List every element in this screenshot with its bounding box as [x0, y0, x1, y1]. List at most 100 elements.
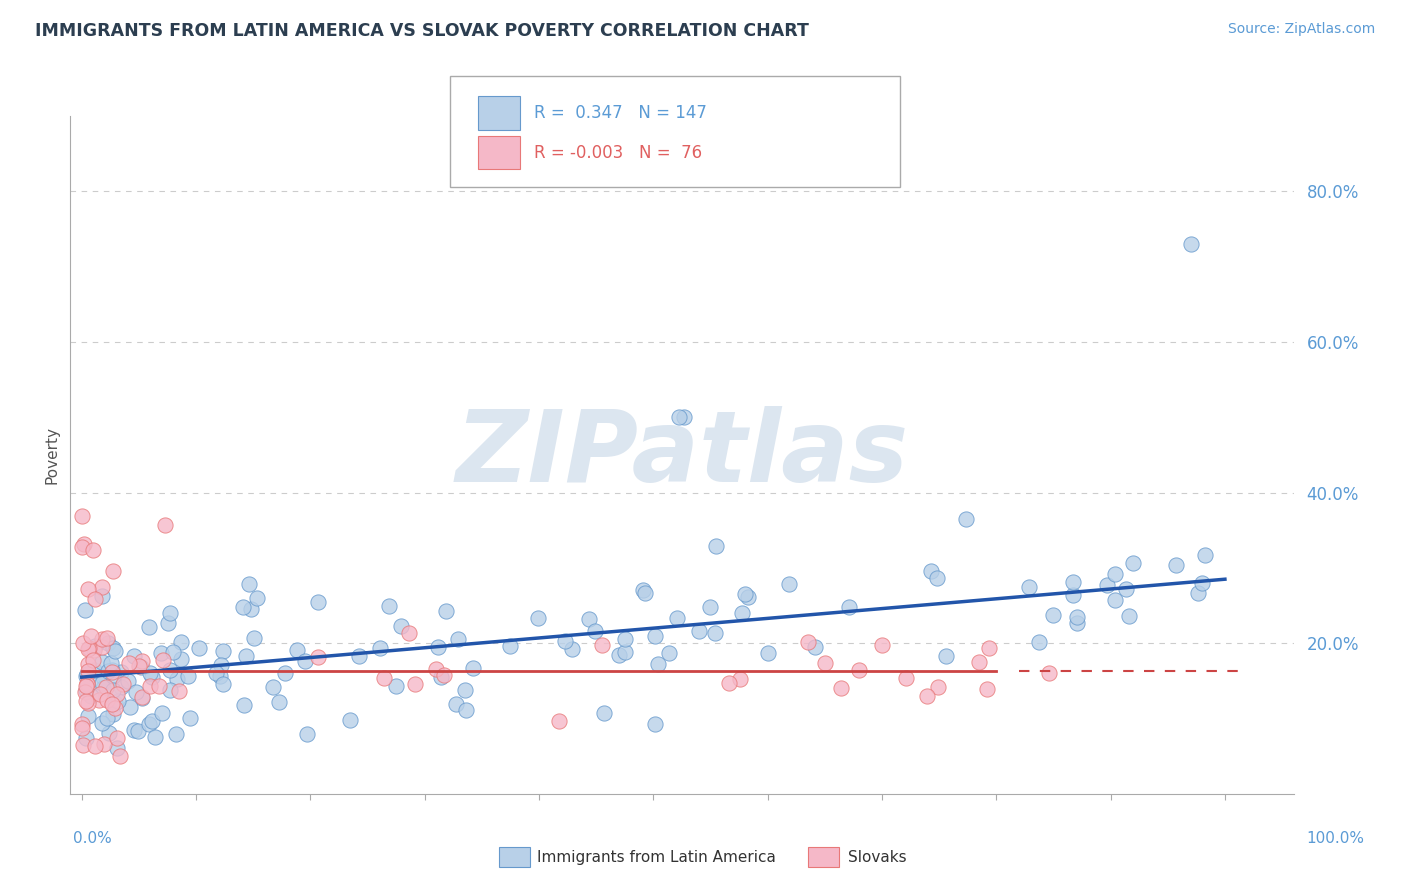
- Point: [1042, 608, 1064, 623]
- Point: [434, 604, 457, 618]
- Point: [101, 663, 124, 677]
- Point: [148, 679, 170, 693]
- Point: [84, 739, 107, 753]
- Text: ZIPatlas: ZIPatlas: [456, 407, 908, 503]
- Point: [83, 592, 105, 607]
- Text: Slovaks: Slovaks: [848, 850, 907, 864]
- Point: [1062, 588, 1084, 602]
- Point: [103, 644, 125, 658]
- Point: [117, 673, 139, 688]
- Point: [666, 611, 689, 625]
- Point: [1095, 578, 1118, 592]
- Point: [454, 682, 477, 697]
- Point: [98, 726, 121, 740]
- Point: [96, 631, 118, 645]
- Point: [159, 606, 181, 620]
- Point: [138, 716, 160, 731]
- Point: [122, 648, 145, 663]
- Point: [87, 692, 110, 706]
- Text: 100.0%: 100.0%: [1306, 831, 1364, 847]
- Point: [159, 663, 181, 677]
- Point: [430, 670, 453, 684]
- Point: [104, 701, 127, 715]
- Point: [176, 669, 198, 683]
- Point: [848, 664, 870, 678]
- Point: [83, 642, 105, 657]
- Point: [72, 738, 94, 752]
- Point: [425, 662, 447, 676]
- Point: [91, 676, 114, 690]
- Point: [1187, 586, 1209, 600]
- Point: [609, 648, 631, 662]
- Point: [97, 635, 120, 649]
- Point: [688, 624, 710, 639]
- Point: [704, 626, 727, 640]
- Point: [232, 599, 254, 614]
- Point: [699, 599, 721, 614]
- Point: [165, 727, 187, 741]
- Point: [1180, 237, 1202, 252]
- Point: [285, 643, 308, 657]
- Point: [398, 625, 420, 640]
- Point: [377, 599, 399, 613]
- Point: [141, 670, 163, 684]
- Point: [704, 539, 727, 553]
- Point: [105, 731, 128, 745]
- Text: R =  0.347   N = 147: R = 0.347 N = 147: [534, 104, 707, 122]
- Point: [295, 727, 318, 741]
- Point: [927, 680, 949, 694]
- Point: [82, 653, 104, 667]
- Point: [83, 663, 105, 677]
- Point: [122, 723, 145, 737]
- Point: [804, 640, 827, 654]
- Point: [593, 706, 616, 720]
- Point: [527, 611, 550, 625]
- Y-axis label: Poverty: Poverty: [44, 425, 59, 484]
- Point: [668, 410, 690, 425]
- Point: [1164, 558, 1187, 572]
- Point: [920, 565, 942, 579]
- Point: [70, 716, 93, 731]
- Point: [239, 602, 262, 616]
- Point: [955, 511, 977, 525]
- Point: [75, 682, 97, 697]
- Point: [1104, 567, 1126, 582]
- Point: [385, 680, 408, 694]
- Point: [243, 631, 266, 645]
- Text: Source: ZipAtlas.com: Source: ZipAtlas.com: [1227, 22, 1375, 37]
- Point: [578, 612, 600, 626]
- Point: [232, 698, 254, 712]
- Point: [454, 703, 477, 717]
- Point: [814, 657, 837, 671]
- Point: [75, 731, 97, 745]
- Point: [373, 672, 395, 686]
- Point: [96, 711, 118, 725]
- Point: [404, 677, 426, 691]
- Point: [75, 669, 97, 683]
- Point: [246, 591, 269, 605]
- Point: [76, 667, 98, 681]
- Point: [613, 632, 636, 647]
- Point: [162, 645, 184, 659]
- Point: [153, 517, 176, 532]
- Point: [73, 536, 96, 550]
- Point: [131, 690, 153, 704]
- Point: [90, 632, 112, 646]
- Point: [446, 632, 468, 646]
- Point: [262, 680, 284, 694]
- Point: [101, 669, 124, 683]
- Point: [935, 648, 957, 663]
- Point: [75, 685, 97, 699]
- Point: [110, 680, 132, 694]
- Point: [139, 680, 162, 694]
- Point: [91, 670, 114, 684]
- Point: [927, 571, 949, 585]
- Point: [631, 583, 654, 598]
- Point: [110, 665, 132, 680]
- Point: [718, 676, 741, 690]
- Point: [426, 640, 449, 654]
- Point: [1062, 574, 1084, 589]
- Point: [894, 671, 917, 685]
- Point: [112, 677, 135, 691]
- Point: [104, 696, 127, 710]
